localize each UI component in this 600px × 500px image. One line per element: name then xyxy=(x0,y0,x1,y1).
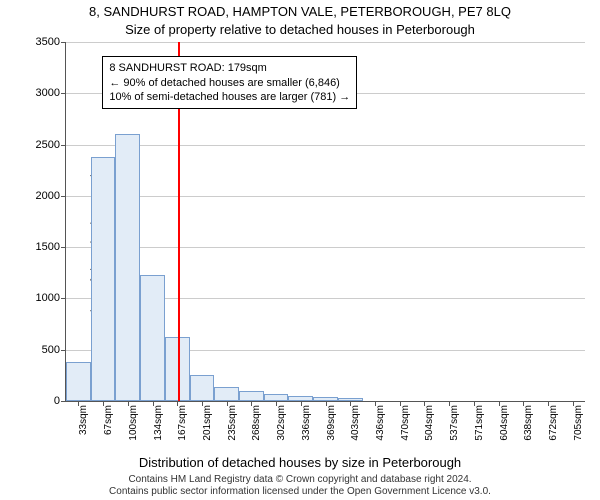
footer-attribution: Contains HM Land Registry data © Crown c… xyxy=(0,474,600,498)
plot-area: 050010001500200025003000350033sqm67sqm10… xyxy=(65,42,585,402)
y-tick-label: 1000 xyxy=(36,292,60,304)
histogram-bar xyxy=(264,394,289,401)
gridline xyxy=(66,145,585,146)
x-tick-label: 67sqm xyxy=(103,405,114,435)
y-tick-label: 2000 xyxy=(36,190,60,202)
gridline xyxy=(66,196,585,197)
chart-title-main: 8, SANDHURST ROAD, HAMPTON VALE, PETERBO… xyxy=(0,4,600,19)
chart-title-sub: Size of property relative to detached ho… xyxy=(0,22,600,37)
x-tick-label: 705sqm xyxy=(573,405,584,441)
x-tick-label: 436sqm xyxy=(375,405,386,441)
x-tick-label: 302sqm xyxy=(276,405,287,441)
plot-inner: 050010001500200025003000350033sqm67sqm10… xyxy=(65,42,585,402)
y-tick-mark xyxy=(61,350,66,351)
y-tick-mark xyxy=(61,298,66,299)
histogram-bar xyxy=(115,134,140,401)
footer-line1: Contains HM Land Registry data © Crown c… xyxy=(0,474,600,486)
x-tick-label: 336sqm xyxy=(301,405,312,441)
x-tick-label: 134sqm xyxy=(153,405,164,441)
histogram-bar xyxy=(140,275,165,401)
x-tick-label: 403sqm xyxy=(350,405,361,441)
x-tick-label: 235sqm xyxy=(227,405,238,441)
y-tick-mark xyxy=(61,196,66,197)
gridline xyxy=(66,247,585,248)
x-tick-label: 604sqm xyxy=(499,405,510,441)
x-tick-label: 167sqm xyxy=(177,405,188,441)
histogram-bar xyxy=(66,362,91,401)
histogram-bar xyxy=(91,157,116,401)
y-tick-label: 1500 xyxy=(36,241,60,253)
gridline xyxy=(66,42,585,43)
x-tick-label: 268sqm xyxy=(251,405,262,441)
y-tick-label: 2500 xyxy=(36,139,60,151)
x-tick-label: 537sqm xyxy=(449,405,460,441)
y-tick-label: 0 xyxy=(54,395,60,407)
annotation-line: 10% of semi-detached houses are larger (… xyxy=(109,90,350,104)
histogram-bar xyxy=(214,387,239,401)
y-tick-mark xyxy=(61,401,66,402)
x-tick-label: 638sqm xyxy=(523,405,534,441)
annotation-line: ← 90% of detached houses are smaller (6,… xyxy=(109,76,350,90)
y-tick-mark xyxy=(61,42,66,43)
histogram-bar xyxy=(190,375,215,401)
x-tick-label: 100sqm xyxy=(128,405,139,441)
x-axis-label: Distribution of detached houses by size … xyxy=(0,455,600,470)
x-tick-label: 571sqm xyxy=(474,405,485,441)
x-tick-label: 504sqm xyxy=(424,405,435,441)
annotation-box: 8 SANDHURST ROAD: 179sqm← 90% of detache… xyxy=(102,56,357,109)
footer-line2: Contains public sector information licen… xyxy=(0,486,600,498)
y-tick-mark xyxy=(61,247,66,248)
y-tick-mark xyxy=(61,93,66,94)
chart-container: 8, SANDHURST ROAD, HAMPTON VALE, PETERBO… xyxy=(0,0,600,500)
annotation-line: 8 SANDHURST ROAD: 179sqm xyxy=(109,61,350,75)
x-tick-label: 470sqm xyxy=(400,405,411,441)
x-tick-label: 33sqm xyxy=(78,405,89,435)
x-tick-label: 369sqm xyxy=(326,405,337,441)
x-tick-label: 672sqm xyxy=(548,405,559,441)
y-tick-label: 3500 xyxy=(36,36,60,48)
y-tick-label: 500 xyxy=(42,344,60,356)
y-tick-label: 3000 xyxy=(36,87,60,99)
histogram-bar xyxy=(239,391,264,401)
y-tick-mark xyxy=(61,145,66,146)
x-tick-label: 201sqm xyxy=(202,405,213,441)
